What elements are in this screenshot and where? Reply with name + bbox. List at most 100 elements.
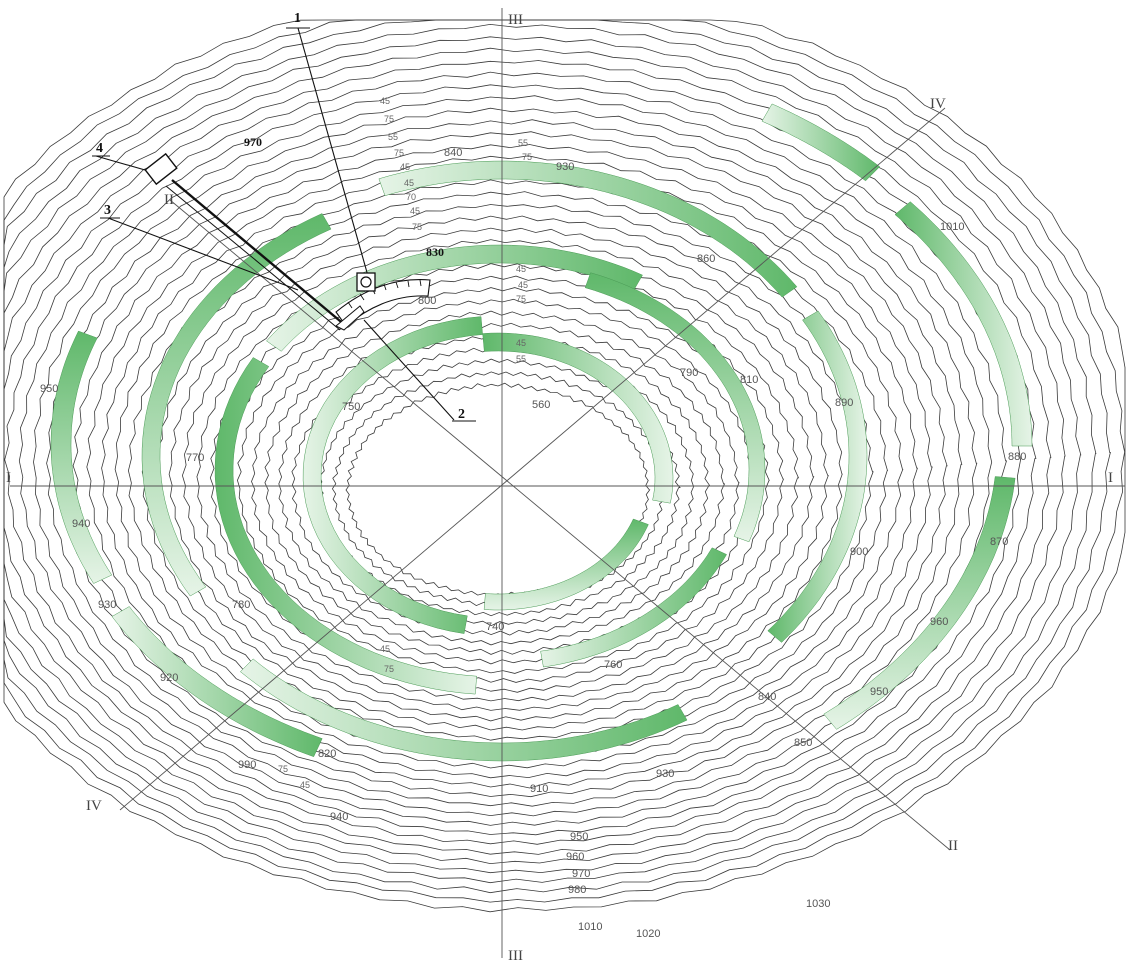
axis-label-IV-top: IV xyxy=(930,96,946,112)
bench-mark-label: 55 xyxy=(516,354,526,364)
contour-line xyxy=(59,131,963,798)
ramp-band xyxy=(767,310,868,643)
axis-label-I-right: I xyxy=(1108,470,1113,486)
ramp-band xyxy=(141,213,332,597)
bench-mark-label: 45 xyxy=(404,178,414,188)
elevation-860-label: 860 xyxy=(697,253,715,265)
bench-mark-label: 75 xyxy=(384,114,394,124)
contour-line xyxy=(18,95,1008,826)
elevation-1020-label: 1020 xyxy=(636,928,660,940)
callout-1-number: 1 xyxy=(294,11,301,26)
callout-2-number: 2 xyxy=(458,407,465,422)
conveyor-head-icon xyxy=(144,152,178,186)
bench-mark-label: 45 xyxy=(516,264,526,274)
elevation-940-label: 940 xyxy=(72,518,90,530)
bench-mark-label: 45 xyxy=(380,96,390,106)
ramp-band xyxy=(214,357,477,695)
axis-label-II-bottom: II xyxy=(948,838,958,854)
elevation-850-label: 850 xyxy=(794,737,812,749)
axis-line-IV xyxy=(119,107,946,811)
ramp-band xyxy=(378,160,798,298)
elevation-810-label: 810 xyxy=(740,374,758,386)
axis-label-I-left: I xyxy=(6,470,11,486)
ramp-band xyxy=(302,316,483,634)
elevation-labels: 970 830 800 840 930 560 950 940 930 920 … xyxy=(40,135,1026,940)
contour-line xyxy=(181,239,829,711)
elevation-560-label: 560 xyxy=(532,399,550,411)
elevation-930-left-label: 930 xyxy=(98,599,116,611)
ramp-band xyxy=(50,330,113,584)
elevation-900-label: 900 xyxy=(850,546,868,558)
contour-line xyxy=(278,322,726,646)
axis-label-II-top: II xyxy=(164,192,174,208)
callout-2-leader xyxy=(363,319,455,421)
loader-bucket-icon xyxy=(335,305,365,331)
bench-mark-label: 55 xyxy=(518,138,528,148)
bench-mark-label: 45 xyxy=(400,162,410,172)
axis-label-III-bottom: III xyxy=(508,948,523,962)
contour-line xyxy=(196,250,815,702)
ramp-band xyxy=(894,201,1033,447)
elevation-970-bottom-label: 970 xyxy=(572,868,590,880)
elevation-940-left-label: 940 xyxy=(330,811,348,823)
elevation-910-label: 910 xyxy=(530,783,548,795)
contour-line xyxy=(236,287,770,674)
callout-leaders xyxy=(92,27,476,422)
contour-line xyxy=(86,155,933,779)
callout-4-leader xyxy=(95,155,153,173)
elevation-790-label: 790 xyxy=(680,367,698,379)
ramp-band xyxy=(240,658,688,762)
elevation-1010-bottom-label: 1010 xyxy=(578,921,602,933)
elevation-950-label: 950 xyxy=(40,383,58,395)
axis-label-III-top: III xyxy=(508,12,523,28)
elevation-950-right-label: 950 xyxy=(870,686,888,698)
ramp-band xyxy=(823,476,1016,730)
elevation-930-top-label: 930 xyxy=(556,161,574,173)
excavator-icon xyxy=(356,272,376,292)
contour-line xyxy=(101,167,918,769)
contour-line xyxy=(209,263,800,693)
conveyor-belt xyxy=(171,179,347,327)
elevation-950-bottom-label: 950 xyxy=(570,831,588,843)
contour-line xyxy=(291,334,711,636)
bench-mark-label: 70 xyxy=(406,192,416,202)
elevation-870-label: 870 xyxy=(990,536,1008,548)
contour-line xyxy=(72,144,948,789)
bench-mark-label: 45 xyxy=(518,280,528,290)
elevation-740-label: 740 xyxy=(486,621,504,633)
bench-mark-label: 75 xyxy=(394,148,404,158)
contour-line xyxy=(33,107,993,817)
bench-mark-label: 45 xyxy=(410,206,420,216)
conveyor-belt-edge xyxy=(165,185,341,331)
bench-mark-label: 75 xyxy=(516,294,526,304)
ramp-band xyxy=(584,272,766,543)
elevation-840-label: 840 xyxy=(444,147,462,159)
ramp-band xyxy=(761,103,881,182)
bench-mark-label: 75 xyxy=(278,764,288,774)
elevation-930-bottom-label: 930 xyxy=(656,768,674,780)
section-axes xyxy=(10,8,1125,958)
ramp-band xyxy=(111,606,323,758)
elevation-1010-label: 1010 xyxy=(940,221,964,233)
elevation-840-low-label: 840 xyxy=(758,691,776,703)
bench-mark-label: 45 xyxy=(516,338,526,348)
ramp-band xyxy=(483,518,649,611)
contour-lines xyxy=(3,19,1126,913)
axis-labels: III III I I II II IV IV xyxy=(6,12,1113,962)
bench-mark-label: 75 xyxy=(412,222,422,232)
callout-3-leader xyxy=(107,217,299,291)
elevation-760-label: 760 xyxy=(604,659,622,671)
elevation-920-label: 920 xyxy=(160,672,178,684)
callout-3-number: 3 xyxy=(104,203,111,218)
bench-mark-label: 75 xyxy=(522,152,532,162)
contour-line xyxy=(168,227,843,722)
callout-numbers: 1 2 3 4 xyxy=(96,11,465,422)
bench-mark-label: 45 xyxy=(380,644,390,654)
haul-road-ramps xyxy=(50,103,1033,762)
elevation-1030-label: 1030 xyxy=(806,898,830,910)
callout-1-leader xyxy=(297,27,369,277)
elevation-970-label: 970 xyxy=(244,135,262,149)
equipment xyxy=(144,152,431,331)
bench-height-marks: 45 75 55 75 45 45 70 45 75 55 75 45 45 75 45 55 45 75 75 45 xyxy=(278,96,532,790)
